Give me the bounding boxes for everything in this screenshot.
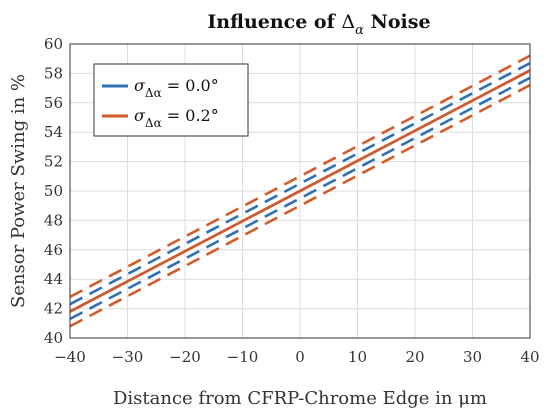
chart-title-symbol: Δ (341, 11, 355, 33)
y-axis-label: Sensor Power Swing in % (8, 74, 29, 308)
y-tick-label-9: 58 (44, 64, 63, 82)
legend-label-1: σΔα = 0.2° (134, 106, 219, 130)
x-tick-label-7: 30 (463, 348, 482, 366)
x-tick-label-3: −10 (227, 348, 259, 366)
series-1-mean-line (69, 69, 531, 313)
legend: σΔα = 0.0° σΔα = 0.2° (93, 63, 249, 137)
x-tick-label-1: −30 (112, 348, 144, 366)
chart-title-subscript: α (355, 23, 364, 38)
y-tick-label-3: 46 (44, 241, 63, 259)
y-tick-label-10: 60 (44, 35, 63, 53)
y-tick-label-6: 52 (44, 153, 63, 171)
y-tick-label-5: 50 (44, 182, 63, 200)
y-tick-label-0: 40 (44, 329, 63, 347)
y-tick-label-7: 54 (44, 123, 63, 141)
y-tick-label-2: 44 (44, 270, 63, 288)
x-tick-label-0: −40 (54, 348, 86, 366)
grid (69, 43, 531, 339)
y-tick-label-4: 48 (44, 211, 63, 229)
plot-frame (69, 43, 531, 339)
chart-title-prefix: Influence of (207, 11, 341, 33)
tick-labels: −40 −30 −20 −10 0 10 20 30 40 40 42 44 46 48 50 52 54 56 5… (44, 35, 540, 366)
series-layer (69, 54, 531, 328)
chart-title: Influence of Δα Noise (207, 11, 430, 38)
x-tick-label-2: −20 (169, 348, 201, 366)
legend-label-0: σΔα = 0.0° (134, 76, 219, 100)
x-tick-label-8: 40 (520, 348, 539, 366)
chart-title-suffix: Noise (364, 11, 431, 33)
x-tick-label-5: 10 (348, 348, 367, 366)
x-tick-label-6: 20 (405, 348, 424, 366)
x-tick-label-4: 0 (295, 348, 305, 366)
legend-box (93, 63, 249, 137)
y-tick-label-8: 56 (44, 94, 63, 112)
x-axis-label: Distance from CFRP-Chrome Edge in μm (113, 388, 487, 409)
y-tick-label-1: 42 (44, 300, 63, 318)
